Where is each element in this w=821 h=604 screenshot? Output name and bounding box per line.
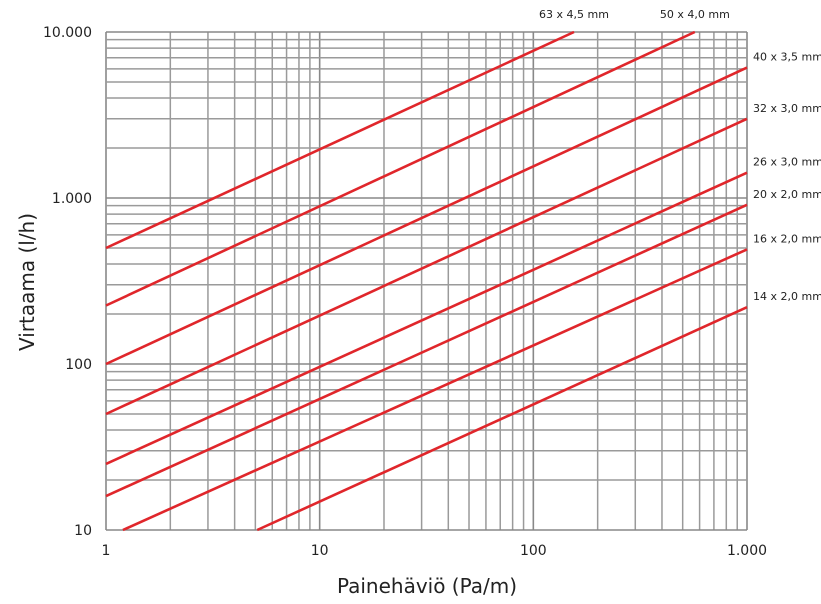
series-line [105, 30, 696, 307]
series-label: 40 x 3,5 mm [753, 51, 821, 64]
y-axis-title: Virtaama (l/h) [15, 213, 39, 351]
series-line [105, 171, 748, 466]
x-tick-label: 1 [102, 543, 111, 559]
series-label: 50 x 4,0 mm [660, 8, 730, 21]
series-label: 16 x 2,0 mm [753, 232, 821, 245]
y-tick-label: 10 [74, 523, 92, 539]
series-label: 26 x 3,0 mm [753, 156, 821, 169]
series-label: 14 x 2,0 mm [753, 290, 821, 303]
series-labels: 63 x 4,5 mm 50 x 4,0 mm 40 x 3,5 mm 32 x 3,… [539, 8, 821, 303]
series-label: 63 x 4,5 mm [539, 8, 609, 21]
x-axis-title: Painehäviö (Pa/m) [337, 574, 517, 598]
series-line [105, 117, 748, 416]
x-tick-label: 10 [311, 543, 329, 559]
series-label: 32 x 3,0 mm [753, 102, 821, 115]
x-tick-label: 100 [520, 543, 547, 559]
x-tick-labels: 1 10 100 1.000 [102, 543, 768, 559]
y-tick-labels: 10 100 1.000 10.000 [43, 25, 92, 539]
series-line [105, 203, 748, 498]
series-line [256, 306, 748, 532]
x-tick-label: 1.000 [727, 543, 767, 559]
y-tick-label: 10.000 [43, 25, 92, 41]
series-lines [105, 30, 748, 532]
series-line [122, 248, 748, 532]
y-tick-label: 1.000 [52, 191, 92, 207]
series-line [105, 66, 748, 366]
y-tick-label: 100 [65, 357, 92, 373]
grid [105, 31, 748, 531]
series-line [105, 30, 575, 250]
series-label: 20 x 2,0 mm [753, 188, 821, 201]
